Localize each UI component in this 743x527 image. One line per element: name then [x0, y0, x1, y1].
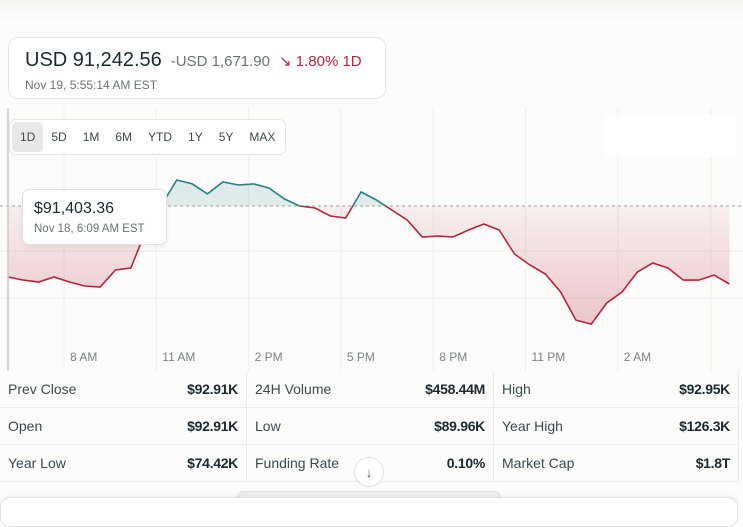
price-change: -USD 1,671.90 — [171, 53, 270, 70]
stat-value: 0.10% — [447, 455, 485, 471]
stat-label: Market Cap — [502, 455, 574, 471]
range-1y[interactable]: 1Y — [180, 122, 211, 152]
price-card: USD 91,242.56 -USD 1,671.90 ↘ 1.80% 1D N… — [8, 37, 386, 99]
stat-year-low: Year Low $74.42K — [0, 445, 247, 482]
stat-year-high: Year High $126.3K — [494, 408, 739, 445]
arrow-down-right-icon: ↘ — [279, 53, 292, 70]
stat-label: High — [502, 381, 531, 397]
stat-value: $92.91K — [187, 381, 238, 397]
x-tick-label: 11 PM — [532, 350, 566, 364]
stat-high: High $92.95K — [494, 371, 739, 408]
percent-change-value: 1.80% 1D — [296, 53, 362, 70]
quote-timestamp: Nov 19, 5:55:14 AM EST — [25, 78, 385, 92]
stat-label: Open — [8, 418, 42, 434]
x-tick-label: 8 PM — [439, 350, 467, 364]
stat-24h-volume: 24H Volume $458.44M — [247, 371, 494, 408]
stat-value: $458.44M — [425, 381, 485, 397]
stat-prev-close: Prev Close $92.91K — [0, 371, 247, 408]
top-header-fade — [0, 0, 743, 22]
stat-value: $126.3K — [679, 418, 730, 434]
bottom-card — [0, 497, 738, 527]
range-5d[interactable]: 5D — [43, 122, 74, 152]
range-max[interactable]: MAX — [241, 122, 283, 152]
stat-label: Prev Close — [8, 381, 76, 397]
stat-value: $92.95K — [679, 381, 730, 397]
range-5y[interactable]: 5Y — [211, 122, 242, 152]
stat-value: $92.91K — [187, 418, 238, 434]
stat-label: Year Low — [8, 455, 66, 471]
stat-label: Funding Rate — [255, 455, 339, 471]
tooltip-time: Nov 18, 6:09 AM EST — [34, 223, 166, 235]
percent-change: ↘ 1.80% 1D — [279, 52, 362, 70]
x-tick-label: 11 AM — [162, 350, 195, 364]
stat-value: $74.42K — [187, 455, 238, 471]
range-1d[interactable]: 1D — [12, 122, 43, 152]
arrow-down-icon: ↓ — [366, 465, 373, 480]
chart-overlay-box — [604, 115, 736, 157]
stat-label: Low — [255, 418, 281, 434]
tooltip-price: $91,403.36 — [34, 200, 166, 218]
stat-low: Low $89.96K — [247, 408, 494, 445]
stat-market-cap: Market Cap $1.8T — [494, 445, 739, 482]
stat-label: 24H Volume — [255, 381, 331, 397]
stat-value: $1.8T — [696, 455, 730, 471]
range-6m[interactable]: 6M — [107, 122, 140, 152]
stat-label: Year High — [502, 418, 563, 434]
x-tick-label: 2 PM — [255, 350, 283, 364]
range-ytd[interactable]: YTD — [140, 122, 180, 152]
hover-tooltip: $91,403.36 Nov 18, 6:09 AM EST — [22, 189, 167, 245]
stat-open: Open $92.91K — [0, 408, 247, 445]
range-1m[interactable]: 1M — [75, 122, 108, 152]
x-tick-label: 5 PM — [347, 350, 375, 364]
x-tick-label: 2 AM — [624, 350, 651, 364]
stat-value: $89.96K — [434, 418, 485, 434]
x-tick-label: 8 AM — [70, 350, 97, 364]
current-price: USD 91,242.56 — [25, 49, 162, 72]
scroll-down-button[interactable]: ↓ — [354, 457, 384, 487]
